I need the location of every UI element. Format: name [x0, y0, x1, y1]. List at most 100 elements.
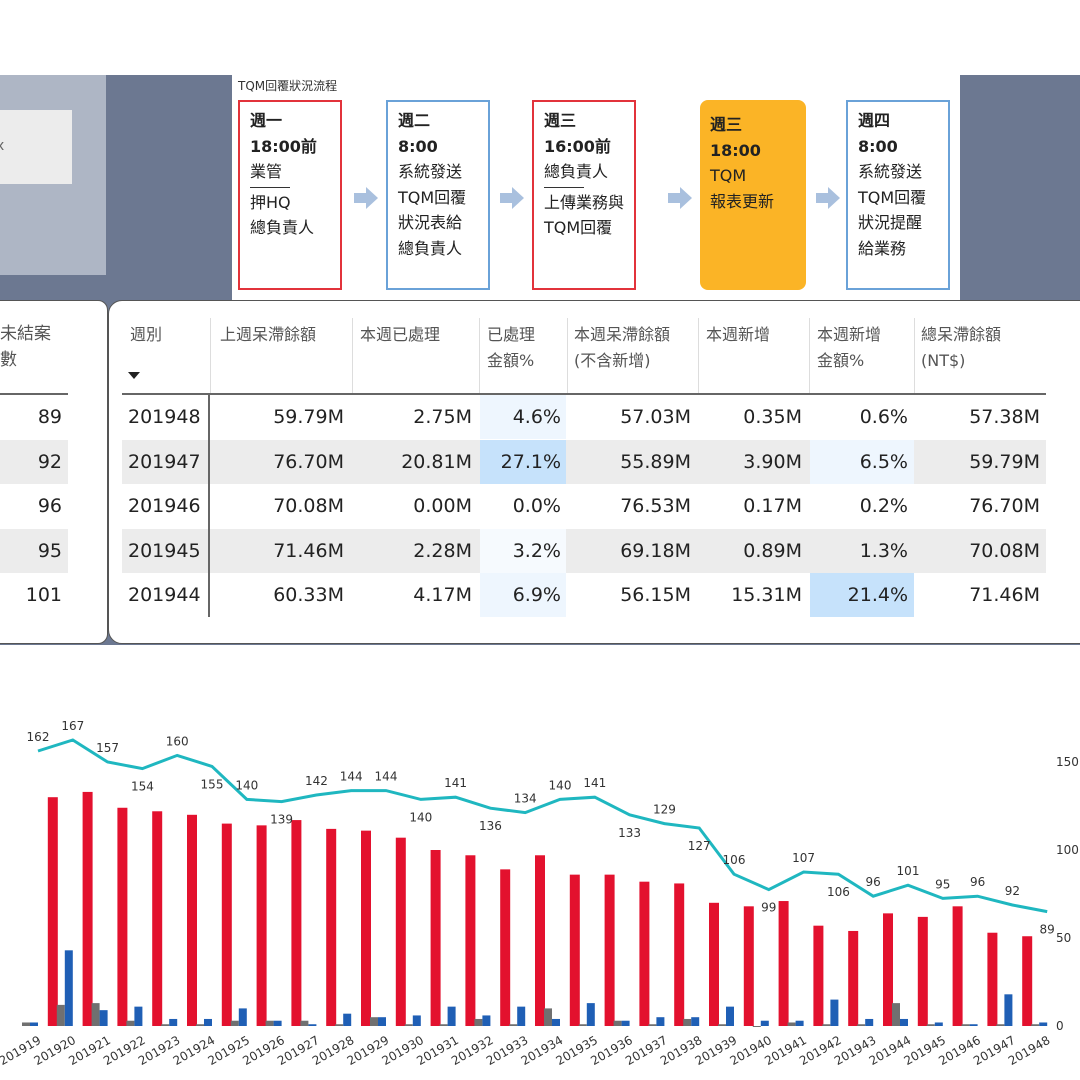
- bar-series-0-mark: [813, 925, 824, 1026]
- line-data-label: 96: [866, 875, 881, 889]
- column-header-new-pct[interactable]: 本週新增 金額%: [817, 322, 881, 373]
- flow-step-line: 押HQ: [250, 192, 291, 212]
- cell-highlight: [480, 529, 566, 573]
- bar-series-0-mark: [639, 881, 650, 1026]
- bar-series-2-mark: [969, 1024, 978, 1026]
- table-cell: 4.6%: [512, 406, 561, 428]
- bar-series-2-mark: [482, 1015, 491, 1026]
- flow-step-line: 狀況表給: [398, 213, 463, 233]
- bar-series-1-mark: [544, 1008, 552, 1026]
- column-header-total-balance[interactable]: 總呆滯餘額 (NT$): [921, 322, 1001, 373]
- flow-step-day: 週一: [250, 111, 283, 130]
- sort-desc-icon[interactable]: [128, 372, 140, 379]
- table-cell: 70.08M: [273, 495, 344, 517]
- table-cell: 1.3%: [859, 540, 908, 562]
- line-data-label: 140: [235, 778, 258, 792]
- table-cell: 76.70M: [969, 495, 1040, 517]
- table-cell: 0.89M: [743, 540, 802, 562]
- table-cell: 3.2%: [512, 540, 561, 562]
- y-tick-label: 0: [1056, 1019, 1064, 1033]
- bar-series-1-mark: [265, 1020, 274, 1026]
- bar-series-1-mark: [648, 1024, 657, 1026]
- cell-highlight: [480, 395, 566, 439]
- line-series-mark: [37, 738, 1048, 914]
- flow-step-line: 上傳業務與: [544, 192, 625, 212]
- open-case-count: 101: [25, 584, 62, 606]
- open-case-count: 92: [37, 451, 62, 473]
- flow-step-line: TQM回覆: [398, 187, 467, 207]
- bar-series-1-mark: [857, 1024, 866, 1026]
- flow-step-time: 16:00前: [544, 136, 611, 156]
- column-divider: [210, 318, 211, 394]
- line-data-label: 142: [305, 774, 328, 788]
- bar-series-2-mark: [169, 1018, 178, 1026]
- bar-series-1-mark: [404, 1024, 413, 1026]
- flow-step-separator: [250, 186, 290, 188]
- column-header-balance-excl-new[interactable]: 本週呆滯餘額 (不含新增): [574, 322, 670, 373]
- bar-series-1-mark: [822, 1024, 831, 1026]
- table-cell-week: 201947: [128, 451, 201, 473]
- bar-series-0-mark: [952, 906, 963, 1026]
- column-header-prev-balance[interactable]: 上週呆滯餘額: [220, 322, 316, 348]
- bar-series-2-mark: [1039, 1022, 1048, 1026]
- flow-step-line: 系統發送: [858, 162, 923, 182]
- column-header-week[interactable]: 週別: [130, 322, 162, 348]
- table-cell: 27.1%: [500, 451, 561, 473]
- table-cell-week: 201944: [128, 584, 201, 606]
- line-data-label: 96: [970, 875, 985, 889]
- table-cell: 0.0%: [512, 495, 561, 517]
- table-cell: 2.75M: [413, 406, 472, 428]
- flow-step-2: 週二 8:00 系統發送 TQM回覆 狀況表給 總負責人: [386, 100, 490, 290]
- flow-step-day: 週二: [398, 111, 431, 130]
- column-header-line: 週別: [130, 325, 163, 344]
- line-data-label: 95: [935, 877, 950, 891]
- column-header-processed-pct[interactable]: 已處理 金額%: [487, 322, 535, 373]
- bar-series-2-mark: [308, 1024, 317, 1026]
- flow-step-5: 週四 8:00 系統發送 TQM回覆 狀況提醒 給業務: [846, 100, 950, 290]
- line-data-label: 155: [201, 777, 224, 791]
- column-header-line: 本週新增: [817, 325, 882, 344]
- bar-series-1-mark: [370, 1017, 378, 1026]
- flow-arrow-icon: [354, 187, 378, 209]
- bar-series-0-mark: [326, 828, 337, 1026]
- cell-highlight: [810, 573, 914, 617]
- open-case-count: 96: [37, 495, 62, 517]
- bar-series-1-mark: [230, 1020, 239, 1026]
- bar-series-1-mark: [613, 1020, 622, 1026]
- table-header-rule: [122, 393, 1046, 395]
- column-divider: [914, 318, 915, 394]
- flow-step-day: 週三: [710, 115, 743, 134]
- column-divider: [567, 318, 568, 394]
- line-data-label: 134: [514, 792, 537, 806]
- table-cell: 0.35M: [743, 406, 802, 428]
- bar-series-1-mark: [961, 1024, 970, 1026]
- bar-series-0-mark: [82, 791, 93, 1026]
- cell-highlight: [810, 440, 914, 484]
- table-row-band: [122, 529, 1046, 573]
- table-cell: 0.00M: [413, 495, 472, 517]
- bar-series-0-mark: [674, 883, 685, 1026]
- bar-series-1-mark: [787, 1022, 796, 1026]
- bar-series-0-mark: [535, 855, 545, 1026]
- flow-step-1: 週一 18:00前 業管 押HQ 總負責人: [238, 100, 342, 290]
- bar-series-0-mark: [187, 814, 197, 1026]
- bar-series-0-mark: [987, 932, 998, 1026]
- table-cell: 6.9%: [512, 584, 561, 606]
- line-data-label: 107: [792, 851, 815, 865]
- flow-step-line: 報表更新: [710, 191, 775, 211]
- open-case-count: 95: [37, 540, 62, 562]
- column-header-line: 本週新增: [706, 325, 771, 344]
- bar-series-1-mark: [996, 1024, 1005, 1026]
- bar-series-0-mark: [395, 837, 406, 1026]
- bar-series-0-mark: [883, 913, 893, 1026]
- line-data-label: 144: [375, 770, 398, 784]
- bar-series-1-mark: [718, 1024, 726, 1026]
- flow-step-line: TQM回覆: [858, 187, 927, 207]
- column-header-new[interactable]: 本週新增: [706, 322, 770, 348]
- column-header-processed[interactable]: 本週已處理: [360, 322, 440, 348]
- bar-series-0-mark: [1022, 936, 1033, 1026]
- table-cell: 60.33M: [273, 584, 344, 606]
- bar-series-1-mark: [578, 1024, 587, 1026]
- bar-series-0-mark: [500, 869, 511, 1026]
- table-cell: 71.46M: [969, 584, 1040, 606]
